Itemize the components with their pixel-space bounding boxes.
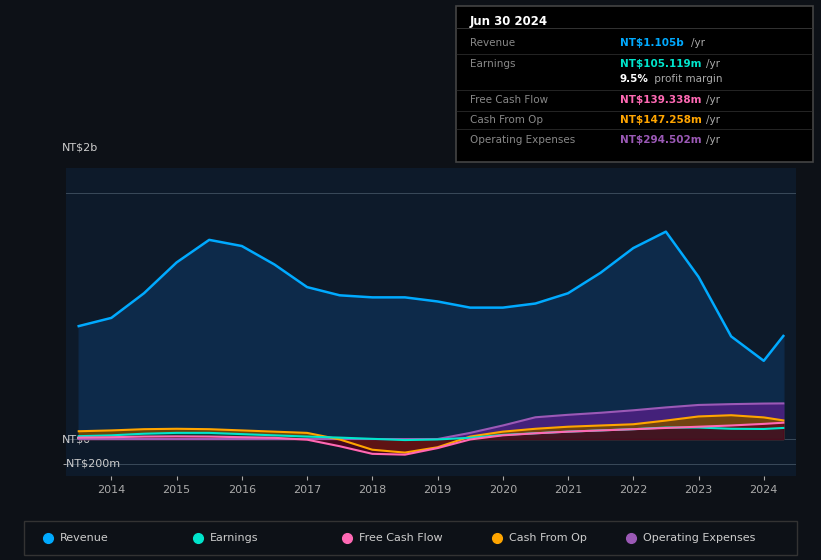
Text: NT$294.502m: NT$294.502m [620, 136, 702, 146]
Text: /yr: /yr [706, 136, 720, 146]
Text: Cash From Op: Cash From Op [509, 533, 587, 543]
Text: NT$1.105b: NT$1.105b [620, 38, 684, 48]
Text: Operating Expenses: Operating Expenses [643, 533, 755, 543]
FancyBboxPatch shape [456, 6, 813, 162]
Text: NT$2b: NT$2b [62, 143, 99, 152]
Text: profit margin: profit margin [651, 74, 722, 85]
Text: Revenue: Revenue [470, 38, 515, 48]
Text: Free Cash Flow: Free Cash Flow [470, 95, 548, 105]
Text: NT$105.119m: NT$105.119m [620, 59, 701, 69]
Text: NT$147.258m: NT$147.258m [620, 115, 702, 125]
Text: Earnings: Earnings [470, 59, 516, 69]
Text: 9.5%: 9.5% [620, 74, 649, 85]
Text: Earnings: Earnings [209, 533, 258, 543]
Text: Free Cash Flow: Free Cash Flow [360, 533, 443, 543]
Text: Cash From Op: Cash From Op [470, 115, 543, 125]
FancyBboxPatch shape [25, 521, 796, 556]
Text: -NT$200m: -NT$200m [62, 459, 120, 469]
Text: Jun 30 2024: Jun 30 2024 [470, 15, 548, 28]
Text: Operating Expenses: Operating Expenses [470, 136, 576, 146]
Text: NT$0: NT$0 [62, 434, 91, 444]
Text: /yr: /yr [690, 38, 704, 48]
Text: /yr: /yr [706, 95, 720, 105]
Text: Revenue: Revenue [60, 533, 108, 543]
Text: /yr: /yr [706, 59, 720, 69]
Text: /yr: /yr [706, 115, 720, 125]
Text: NT$139.338m: NT$139.338m [620, 95, 701, 105]
